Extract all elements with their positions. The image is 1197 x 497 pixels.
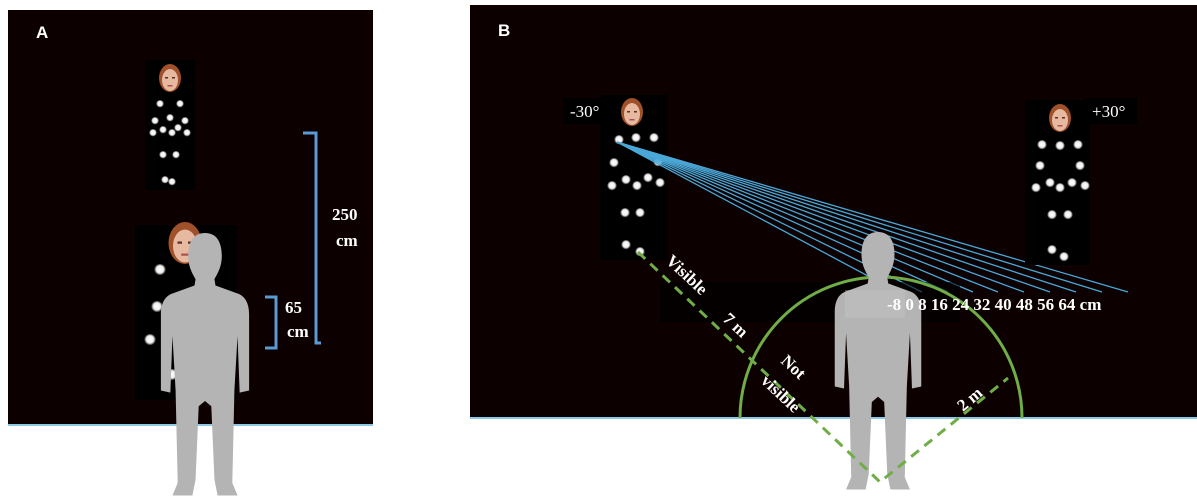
angle-label: +30° <box>1092 102 1125 121</box>
distance-value: 250 <box>332 205 358 224</box>
offset-labels: -8 0 8 16 24 32 40 48 56 64 cm <box>887 295 1101 314</box>
label-box <box>1085 98 1137 124</box>
distance-unit: cm <box>287 322 309 341</box>
distance-unit: cm <box>336 231 358 250</box>
panel-b: B -30° +30° -8 0 8 16 24 32 40 48 56 64 … <box>470 5 1197 490</box>
view-boundary <box>636 250 1009 484</box>
face <box>1049 104 1071 132</box>
bracket-short <box>265 295 278 350</box>
label-box <box>563 98 608 124</box>
angle-label: -30° <box>570 102 599 121</box>
distance-value: 65 <box>285 298 302 317</box>
panel-label: A <box>36 23 48 42</box>
panel-label: B <box>498 21 510 40</box>
highlight-box <box>845 290 905 318</box>
panel-a: A 250 cm 65 cm <box>8 10 373 496</box>
markers <box>149 100 191 186</box>
sight-lines <box>616 141 1129 293</box>
bracket-long <box>303 131 321 345</box>
face <box>159 64 181 92</box>
face <box>621 98 643 126</box>
markers <box>1031 140 1090 262</box>
